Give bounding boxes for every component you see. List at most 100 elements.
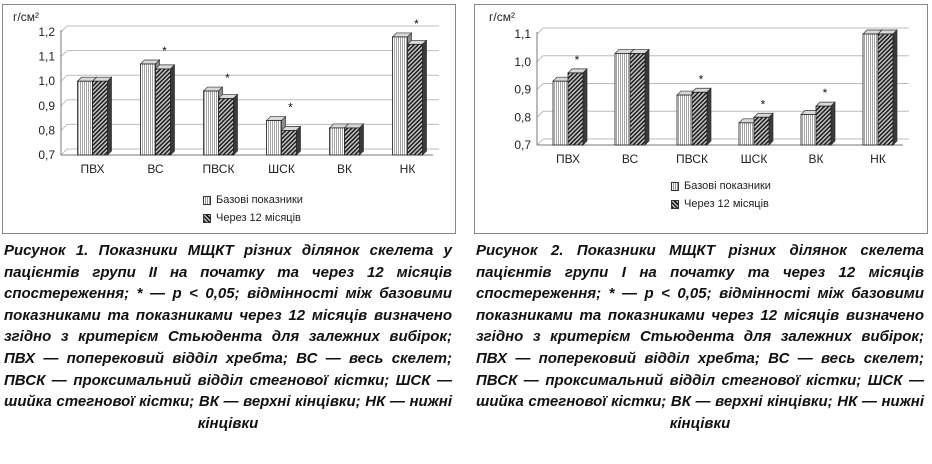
gridline-depth [536, 55, 544, 63]
bar-front-face [738, 122, 755, 146]
legend-item-base: Базові показники [671, 177, 771, 195]
gridline-depth [536, 110, 544, 118]
bar-front-face [815, 105, 832, 146]
chart-frame: 0,7 0,8 0,9 1,0 1,1 г/см² * ПВХ ВС * ПВСК * ШСК * ВК НК… [474, 4, 928, 234]
bar-front-face [92, 80, 108, 156]
gridline-depth [60, 124, 68, 131]
gridline-depth [60, 74, 68, 82]
bar-front-face [155, 68, 171, 156]
bar-side-face [644, 48, 650, 146]
bar-after-12-months [815, 101, 836, 146]
bar-after-12-months [629, 48, 650, 146]
bar-front-face [392, 36, 408, 156]
chart-frame: 0,7 0,8 0,9 1,0 1,1 1,2 г/см² ПВХ * ВС * ПВСК * ШСК ВК… [2, 4, 456, 234]
significance-marker: * [699, 72, 704, 86]
bar-front-face [140, 63, 156, 156]
y-tick-label: 1,2 [38, 25, 55, 39]
x-tick-label: НК [870, 152, 886, 166]
bar-front-face [77, 80, 93, 156]
significance-marker: * [823, 86, 828, 100]
x-tick-label: ШСК [268, 162, 295, 176]
significance-marker: * [162, 44, 167, 58]
bar-after-12-months [567, 68, 588, 146]
significance-marker: * [225, 71, 230, 85]
bar-side-face [107, 76, 112, 156]
gridline-depth [536, 27, 544, 35]
bar-front-face [753, 116, 770, 146]
bar-side-face [170, 64, 175, 156]
gridline-depth [60, 148, 68, 156]
bar-front-face [691, 91, 708, 146]
figure-caption: Рисунок 2. Показники МЩКТ різних ділянок… [476, 242, 924, 432]
bar-after-12-months [877, 29, 898, 146]
figure-caption: Рисунок 1. Показники МЩКТ різних ділянок… [4, 242, 452, 432]
x-tick-label: ПВСК [676, 152, 708, 166]
legend-label-base: Базові показники [216, 194, 303, 206]
legend-swatch-after [671, 199, 679, 209]
bar-front-face [800, 114, 817, 146]
bar-side-face [892, 29, 898, 146]
bar-front-face [614, 53, 631, 146]
bar-front-face [407, 43, 423, 156]
legend-item-after: Через 12 місяців [203, 209, 303, 227]
significance-marker: * [761, 97, 766, 111]
bar-after-12-months [406, 39, 428, 156]
bar-after-12-months [217, 93, 239, 156]
significance-marker: * [575, 53, 580, 67]
bar-front-face [329, 127, 345, 156]
gridline-depth [60, 99, 68, 107]
figure-2: 0,7 0,8 0,9 1,0 1,1 г/см² * ПВХ ВС * ПВСК * ШСК * ВК НК… [472, 0, 932, 464]
bar-side-face [830, 101, 836, 146]
bar-front-face [567, 72, 584, 146]
bar-front-face [862, 33, 879, 146]
y-tick-label: 1,0 [514, 55, 531, 69]
bar-after-12-months [343, 123, 365, 156]
chart-legend: Базові показники Через 12 місяців [203, 191, 303, 227]
x-tick-label: ПВХ [556, 152, 580, 166]
bar-front-face [552, 80, 569, 146]
bar-after-12-months [154, 64, 176, 156]
y-unit-label: г/см² [13, 10, 39, 24]
legend-swatch-base [203, 195, 211, 205]
x-tick-label: ВК [809, 152, 824, 166]
bar-side-face [768, 112, 774, 146]
bar-chart: 0,7 0,8 0,9 1,0 1,1 1,2г/см² ПВХ * ВС * ПВСК * ШСК ВК… [13, 10, 439, 176]
bar-front-face [344, 127, 360, 156]
gridline-depth [60, 25, 68, 33]
y-tick-label: 0,9 [514, 83, 531, 97]
bar-front-face [266, 120, 282, 156]
legend-label-base: Базові показники [684, 180, 771, 192]
bar-chart: 0,7 0,8 0,9 1,0 1,1 г/см² * ПВХ ВС * ПВСК * ШСК * ВК НК [489, 10, 909, 166]
x-tick-label: ПВХ [80, 162, 104, 176]
x-tick-label: ВС [147, 162, 164, 176]
bar-front-face [281, 130, 297, 156]
bar-front-face [877, 33, 894, 146]
legend-swatch-after [203, 213, 211, 223]
legend-swatch-base [671, 181, 679, 191]
bar-after-12-months [91, 76, 113, 156]
legend-label-after: Через 12 місяців [216, 212, 301, 224]
x-tick-label: ПВСК [203, 162, 235, 176]
bar-side-face [422, 39, 427, 156]
gridline-depth [60, 50, 68, 57]
bar-front-face [629, 53, 646, 146]
bar-front-face [218, 98, 234, 156]
x-tick-label: НК [400, 162, 416, 176]
bar-after-12-months [753, 112, 774, 146]
bar-side-face [296, 125, 301, 156]
bar-side-face [582, 68, 588, 146]
bar-after-12-months [280, 125, 302, 156]
legend-item-base: Базові показники [203, 191, 303, 209]
gridline-depth [536, 83, 544, 90]
y-tick-label: 0,8 [38, 123, 55, 137]
y-tick-label: 1,1 [38, 50, 55, 64]
y-tick-label: 0,8 [514, 110, 531, 124]
bar-side-face [233, 93, 238, 156]
y-tick-label: 0,9 [38, 99, 55, 113]
y-tick-label: 0,7 [514, 138, 531, 152]
x-tick-label: ВС [622, 152, 639, 166]
chart-legend: Базові показники Через 12 місяців [671, 177, 771, 213]
legend-label-after: Через 12 місяців [684, 198, 769, 210]
y-tick-label: 1,1 [514, 27, 531, 41]
y-tick-label: 0,7 [38, 148, 55, 162]
